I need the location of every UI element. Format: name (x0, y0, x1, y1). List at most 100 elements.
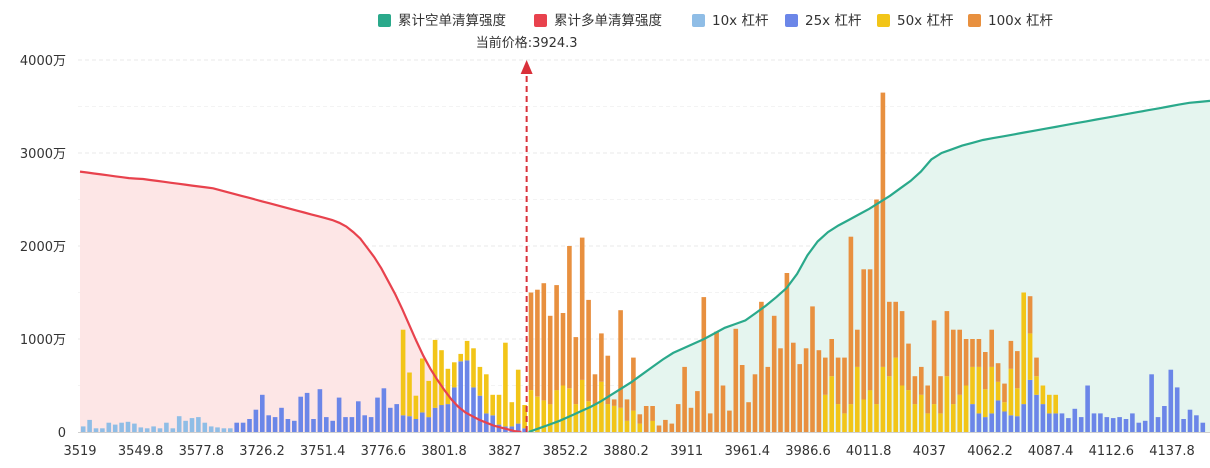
bar-100x[interactable] (631, 357, 636, 411)
bar-25x[interactable] (490, 415, 495, 432)
bar-50x[interactable] (848, 404, 854, 432)
bar-25x[interactable] (1002, 411, 1007, 433)
bar-10x[interactable] (119, 422, 124, 432)
bar-25x[interactable] (1162, 406, 1167, 432)
bar-25x[interactable] (292, 420, 297, 432)
bar-100x[interactable] (944, 311, 950, 377)
bar-100x[interactable] (579, 237, 585, 380)
bar-10x[interactable] (215, 427, 220, 432)
bar-50x[interactable] (496, 394, 502, 425)
bar-25x[interactable] (1021, 404, 1026, 432)
bar-100x[interactable] (733, 328, 739, 432)
bar-25x[interactable] (1149, 374, 1154, 432)
bar-100x[interactable] (701, 297, 707, 432)
bar-100x[interactable] (899, 311, 905, 386)
bar-25x[interactable] (260, 394, 265, 432)
bar-100x[interactable] (759, 301, 764, 432)
bar-25x[interactable] (1066, 418, 1071, 432)
bar-50x[interactable] (867, 390, 873, 432)
bar-100x[interactable] (855, 329, 860, 367)
bar-100x[interactable] (848, 236, 854, 405)
bar-50x[interactable] (464, 340, 470, 361)
bar-100x[interactable] (573, 337, 579, 405)
bar-100x[interactable] (803, 348, 809, 432)
bar-100x[interactable] (611, 399, 617, 406)
bar-50x[interactable] (400, 329, 406, 416)
bar-100x[interactable] (957, 329, 962, 395)
bar-10x[interactable] (80, 426, 86, 432)
bar-25x[interactable] (1174, 387, 1180, 432)
bar-25x[interactable] (375, 397, 380, 432)
bar-100x[interactable] (861, 269, 866, 400)
bar-50x[interactable] (1040, 385, 1046, 405)
bar-25x[interactable] (432, 407, 438, 432)
bar-50x[interactable] (650, 420, 655, 432)
bar-25x[interactable] (1104, 417, 1110, 432)
bar-25x[interactable] (1123, 419, 1129, 432)
bar-50x[interactable] (605, 404, 611, 432)
bar-50x[interactable] (420, 358, 425, 413)
bar-50x[interactable] (567, 388, 572, 432)
bar-10x[interactable] (87, 419, 92, 432)
bar-100x[interactable] (714, 331, 719, 432)
bar-25x[interactable] (439, 405, 444, 432)
bar-25x[interactable] (1098, 413, 1103, 432)
bar-25x[interactable] (298, 396, 303, 432)
bar-100x[interactable] (707, 413, 713, 432)
bar-25x[interactable] (1034, 394, 1039, 432)
bar-50x[interactable] (899, 385, 905, 433)
bar-100x[interactable] (535, 289, 540, 397)
bar-25x[interactable] (381, 388, 387, 432)
bar-25x[interactable] (464, 360, 470, 432)
bar-100x[interactable] (675, 404, 681, 432)
bar-100x[interactable] (688, 407, 694, 432)
bar-100x[interactable] (695, 391, 700, 432)
bar-100x[interactable] (976, 339, 982, 367)
bar-50x[interactable] (963, 385, 969, 433)
bar-25x[interactable] (240, 422, 246, 432)
bar-100x[interactable] (823, 357, 828, 395)
bar-100x[interactable] (925, 385, 930, 414)
bar-100x[interactable] (541, 283, 547, 401)
bar-100x[interactable] (618, 310, 623, 408)
bar-100x[interactable] (1027, 296, 1033, 334)
bar-100x[interactable] (938, 376, 943, 414)
bar-10x[interactable] (157, 428, 163, 432)
bar-100x[interactable] (547, 315, 553, 405)
bar-10x[interactable] (208, 426, 214, 432)
bar-100x[interactable] (931, 320, 937, 405)
bar-10x[interactable] (170, 428, 176, 432)
bar-100x[interactable] (995, 363, 1001, 382)
bar-25x[interactable] (1155, 417, 1161, 432)
bar-25x[interactable] (1181, 419, 1186, 432)
bar-100x[interactable] (1008, 340, 1014, 369)
bar-100x[interactable] (554, 285, 559, 391)
bar-100x[interactable] (989, 329, 994, 367)
bar-50x[interactable] (458, 353, 463, 362)
bar-50x[interactable] (970, 366, 975, 405)
bar-25x[interactable] (976, 413, 982, 432)
bar-50x[interactable] (931, 404, 937, 432)
bar-100x[interactable] (669, 423, 675, 432)
bar-50x[interactable] (528, 390, 534, 432)
bar-100x[interactable] (765, 366, 771, 432)
bar-25x[interactable] (458, 361, 463, 432)
bar-25x[interactable] (330, 420, 335, 432)
bar-50x[interactable] (989, 366, 994, 414)
bar-50x[interactable] (1053, 394, 1058, 414)
bar-100x[interactable] (784, 273, 790, 432)
bar-50x[interactable] (835, 404, 841, 432)
bar-50x[interactable] (432, 339, 438, 408)
bar-25x[interactable] (1047, 413, 1052, 432)
bar-25x[interactable] (1091, 413, 1097, 432)
bar-25x[interactable] (1136, 422, 1142, 432)
bar-25x[interactable] (496, 424, 502, 432)
bar-50x[interactable] (637, 423, 643, 432)
bar-50x[interactable] (611, 406, 617, 432)
bar-50x[interactable] (452, 362, 457, 388)
bar-100x[interactable] (810, 306, 815, 432)
bar-50x[interactable] (1047, 394, 1052, 414)
bar-100x[interactable] (567, 246, 572, 389)
bar-50x[interactable] (515, 369, 521, 424)
bar-25x[interactable] (413, 419, 419, 432)
